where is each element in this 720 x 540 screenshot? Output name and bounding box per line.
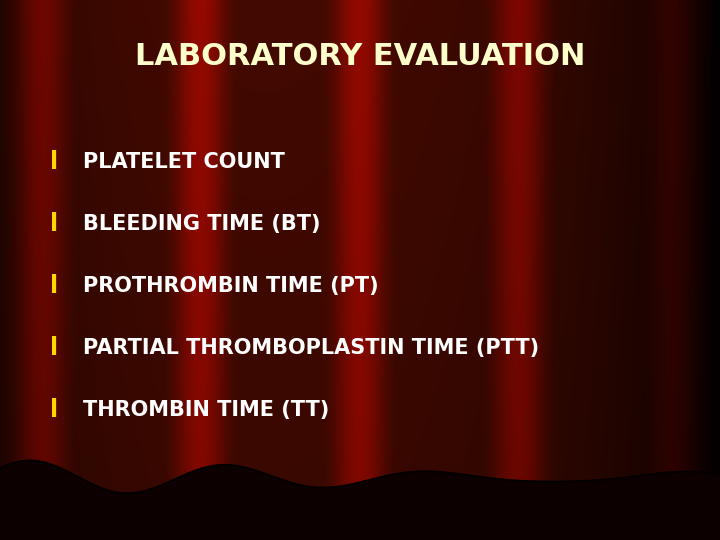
Text: l: l [50,150,58,174]
Text: l: l [50,336,58,360]
Text: l: l [50,274,58,298]
Text: BLEEDING TIME (BT): BLEEDING TIME (BT) [83,214,320,234]
Text: PARTIAL THROMBOPLASTIN TIME (PTT): PARTIAL THROMBOPLASTIN TIME (PTT) [83,338,539,359]
Text: PROTHROMBIN TIME (PT): PROTHROMBIN TIME (PT) [83,276,379,296]
Text: PLATELET COUNT: PLATELET COUNT [83,152,284,172]
Text: l: l [50,212,58,236]
Text: THROMBIN TIME (TT): THROMBIN TIME (TT) [83,400,329,421]
Text: LABORATORY EVALUATION: LABORATORY EVALUATION [135,42,585,71]
Text: l: l [50,399,58,422]
